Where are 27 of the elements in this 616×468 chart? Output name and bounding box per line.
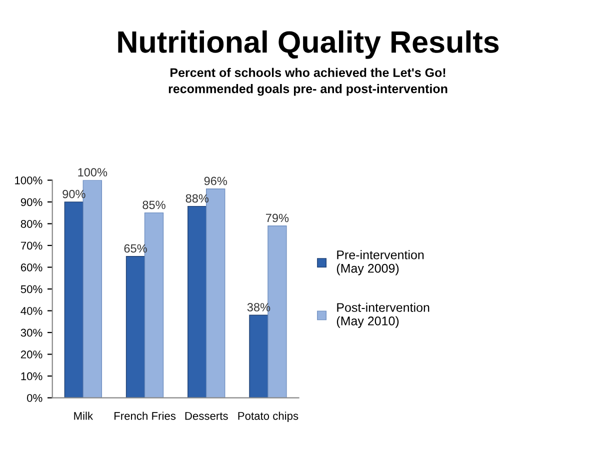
data-label: 96% [204, 176, 227, 186]
y-tick-label: 30% [20, 328, 42, 337]
bar [64, 202, 84, 398]
data-label: 85% [142, 200, 166, 210]
bar [249, 314, 268, 398]
bar [126, 256, 146, 398]
chart-subtitle: Percent of schools who achieved the Let's Go! recommended goals pre- and post-intervention [168, 68, 448, 96]
y-tick-label: 20% [20, 350, 42, 358]
y-tick-label: 40% [20, 307, 42, 315]
y-tick-label: 100% [15, 176, 42, 184]
y-tick-label: 10% [21, 372, 42, 380]
legend-label: Post-intervention (May 2010) [336, 302, 430, 328]
x-tick-label: Milk [74, 412, 94, 420]
x-tick-label: Potato chips [238, 412, 298, 422]
y-tick-label: 50% [20, 285, 42, 294]
data-label: 79% [266, 214, 289, 222]
chart-title: Nutritional Quality Results [118, 30, 499, 59]
y-tick-label: 90% [20, 198, 42, 206]
data-label: 100% [78, 168, 108, 176]
y-tick-label: 80% [20, 220, 42, 228]
bar [188, 206, 207, 398]
x-tick-label: Desserts [185, 412, 228, 420]
y-tick-label: 70% [20, 242, 42, 250]
x-tick-label: French Fries [114, 412, 176, 420]
y-tick-label: 60% [20, 263, 42, 272]
legend-label: Pre-intervention (May 2009) [336, 250, 424, 276]
y-tick-label: 0% [27, 394, 42, 402]
